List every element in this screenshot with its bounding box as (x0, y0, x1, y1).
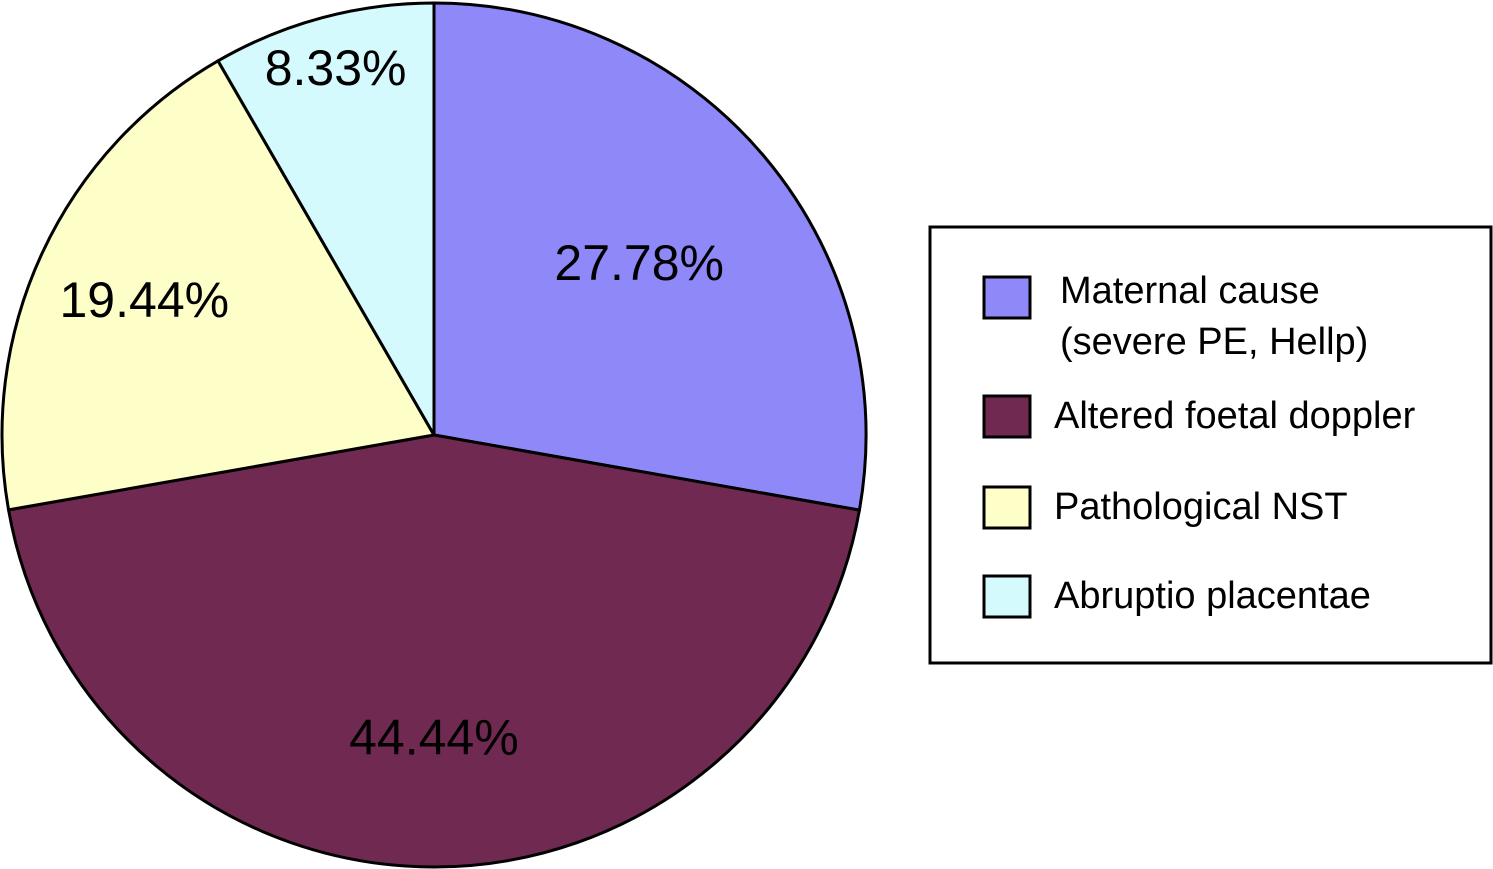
legend-swatch (982, 275, 1032, 320)
pie-slice (216, 1, 436, 437)
slice-value-label: 8.33% (265, 40, 407, 96)
legend-item: Maternal cause (severe PE, Hellp) (982, 270, 1368, 363)
pie-slice (7, 433, 861, 869)
legend-label: Abruptio placentae (1054, 575, 1371, 617)
slice-value-label: 27.78% (554, 235, 724, 291)
legend-label: Altered foetal doppler (1054, 395, 1416, 437)
pie-slices (0, 1, 868, 869)
pie-slice-labels: 27.78% 44.44% 19.44% 8.33% (60, 40, 724, 766)
legend-swatch (982, 574, 1032, 619)
legend-item: Pathological NST (982, 485, 1348, 530)
legend-item: Abruptio placentae (982, 574, 1371, 619)
legend-items: Maternal cause (severe PE, Hellp) Altered … (982, 270, 1416, 619)
slice-value-label: 19.44% (60, 272, 230, 328)
legend-swatch (982, 394, 1032, 439)
legend-label: Maternal cause (severe PE, Hellp) (1060, 270, 1368, 363)
pie-slice (432, 1, 868, 512)
legend-item: Altered foetal doppler (982, 394, 1416, 439)
legend-label: Pathological NST (1054, 486, 1348, 528)
legend: Maternal cause (severe PE, Hellp) Altered … (928, 225, 1493, 665)
slice-value-label: 44.44% (349, 709, 519, 765)
pie-slice (0, 59, 436, 512)
legend-swatch (982, 485, 1032, 530)
